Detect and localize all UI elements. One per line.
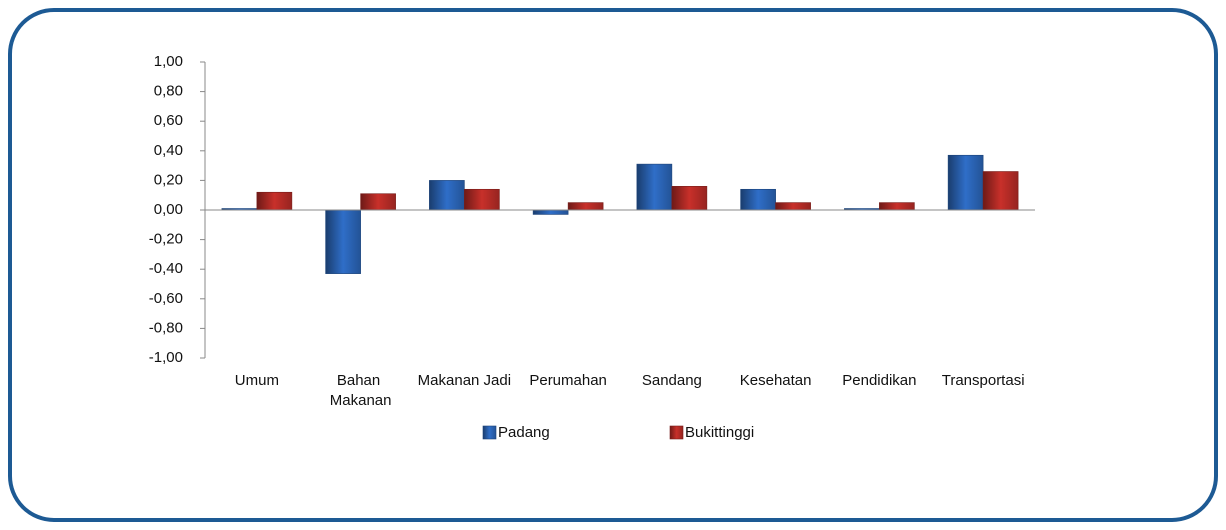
legend-swatch bbox=[482, 425, 497, 440]
bar bbox=[256, 191, 293, 211]
x-tick-label: Perumahan bbox=[529, 372, 607, 389]
bar bbox=[879, 202, 915, 211]
x-tick-label: Pendidikan bbox=[842, 372, 916, 389]
bar bbox=[464, 188, 500, 211]
bar bbox=[567, 202, 604, 211]
x-tick-label: Bahan Makanan bbox=[330, 372, 392, 409]
y-tick-label: -0,20 bbox=[149, 231, 183, 248]
bar bbox=[325, 209, 361, 274]
legend-label: Padang bbox=[498, 424, 550, 441]
y-tick-label: -0,60 bbox=[149, 290, 183, 307]
bar bbox=[982, 171, 1019, 211]
bar bbox=[775, 202, 811, 211]
y-tick-label: -0,40 bbox=[149, 260, 183, 277]
x-tick-label: Umum bbox=[235, 372, 279, 389]
bar bbox=[947, 154, 984, 211]
y-tick-label: -1,00 bbox=[149, 349, 183, 366]
bar bbox=[636, 163, 673, 211]
bar bbox=[740, 188, 776, 211]
y-tick-label: 1,00 bbox=[154, 53, 183, 70]
x-tick-label: Kesehatan bbox=[740, 372, 812, 389]
x-tick-label: Sandang bbox=[642, 372, 702, 389]
x-tick-label: Makanan Jadi bbox=[418, 372, 511, 389]
y-tick-label: 0,60 bbox=[154, 112, 183, 129]
y-tick-label: 0,40 bbox=[154, 142, 183, 159]
legend-swatch bbox=[669, 425, 684, 440]
x-tick-label: Transportasi bbox=[942, 372, 1025, 389]
bar bbox=[532, 209, 569, 215]
y-tick-label: 0,20 bbox=[154, 171, 183, 188]
bar bbox=[360, 193, 396, 211]
y-tick-label: -0,80 bbox=[149, 319, 183, 336]
legend-label: Bukittinggi bbox=[685, 424, 754, 441]
y-tick-label: 0,00 bbox=[154, 201, 183, 218]
frame bbox=[8, 8, 1218, 522]
y-tick-label: 0,80 bbox=[154, 83, 183, 100]
bar bbox=[671, 186, 708, 211]
bar bbox=[429, 180, 465, 211]
